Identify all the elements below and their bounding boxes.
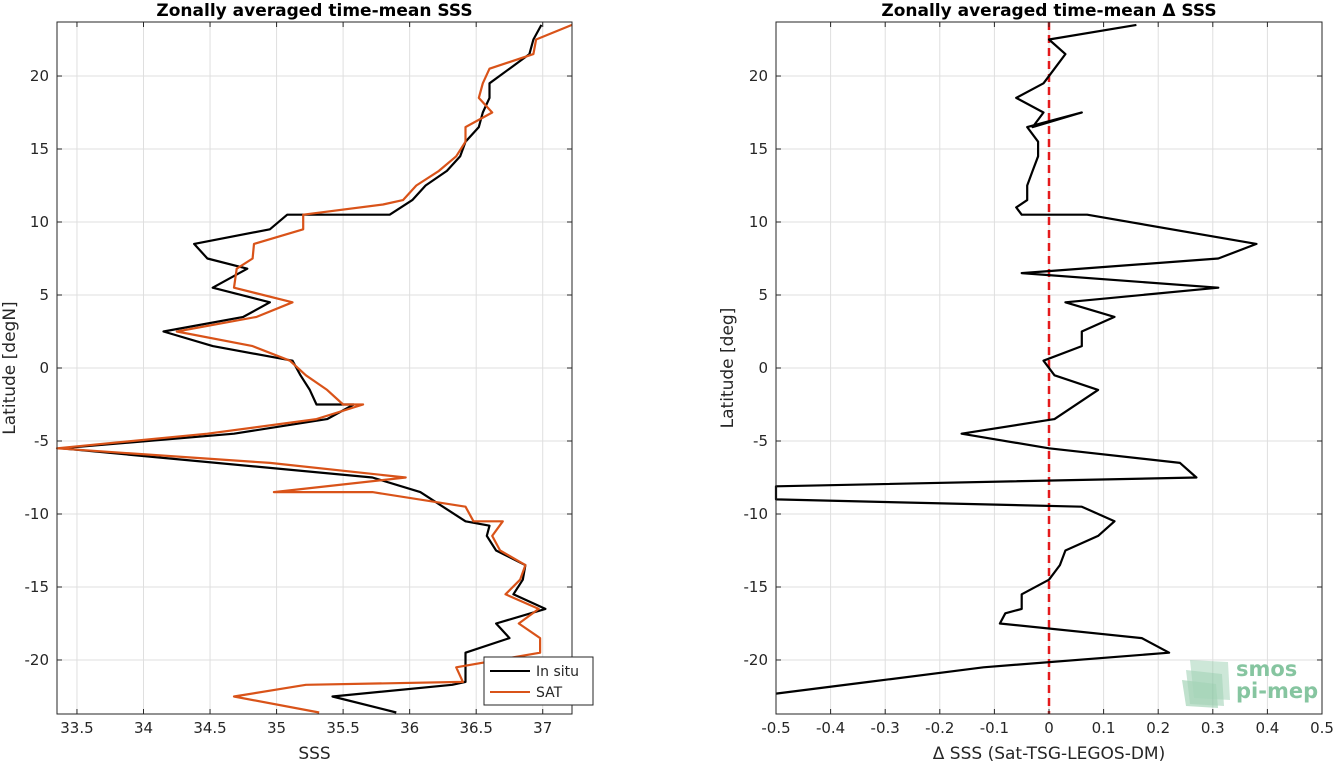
y-tick-label: -15	[25, 578, 50, 596]
x-tick-label: -0.1	[980, 719, 1009, 737]
x-tick-label: 37	[533, 719, 552, 737]
y-tick-label: 20	[30, 67, 49, 85]
x-tick-label: 0.3	[1201, 719, 1225, 737]
x-tick-label: 0.5	[1310, 719, 1333, 737]
x-tick-label: -0.4	[816, 719, 845, 737]
x-axis-label: SSS	[298, 744, 330, 764]
y-tick-label: 10	[30, 213, 49, 231]
chart-title: Zonally averaged time-mean Δ SSS	[881, 1, 1216, 21]
x-tick-label: -0.3	[871, 719, 900, 737]
y-tick-label: 0	[39, 359, 49, 377]
y-tick-label: 5	[758, 286, 768, 304]
y-tick-label: -20	[25, 651, 50, 669]
x-tick-label: 33.5	[60, 719, 93, 737]
y-tick-label: -20	[744, 651, 769, 669]
y-tick-label: 10	[749, 213, 768, 231]
y-tick-label: 15	[30, 140, 49, 158]
x-tick-label: 0.1	[1092, 719, 1116, 737]
x-tick-label: -0.5	[761, 719, 790, 737]
logo-text-smos: smos	[1236, 657, 1297, 681]
y-axis-label: Latitude [degN]	[0, 301, 20, 434]
smos-pi-mep-logo: smos pi-mep	[1182, 657, 1318, 708]
y-tick-label: -10	[25, 505, 50, 523]
series-line-delta-sss	[774, 23, 1258, 695]
logo-mark-icon	[1182, 660, 1230, 708]
x-axis-label: Δ SSS (Sat-TSG-LEGOS-DM)	[933, 744, 1165, 764]
right-panel-delta-sss: -0.5 -0.4 -0.3 -0.2 -0.1 0 0.1 0.2 0.3 0.4 0.5 -20 -…	[718, 1, 1333, 764]
x-tick-label: 35	[267, 719, 286, 737]
legend-label-sat: SAT	[536, 685, 563, 701]
legend-box	[483, 656, 594, 706]
y-tick-label: -5	[753, 432, 768, 450]
x-tick-label: -0.2	[925, 719, 954, 737]
y-tick-label: 0	[758, 359, 768, 377]
series-line-sat	[55, 23, 573, 714]
x-tick-label: 0.4	[1255, 719, 1279, 737]
legend-label-in-situ: In situ	[536, 664, 579, 680]
x-tick-label: 34.5	[193, 719, 226, 737]
legend: In situ SAT	[483, 656, 594, 706]
x-tick-label: 0.2	[1146, 719, 1170, 737]
y-tick-label: -15	[744, 578, 769, 596]
x-tick-label: 0	[1044, 719, 1054, 737]
x-tick-label: 36	[400, 719, 419, 737]
chart-title: Zonally averaged time-mean SSS	[156, 1, 472, 21]
x-tick-label: 35.5	[326, 719, 359, 737]
y-tick-label: -10	[744, 505, 769, 523]
y-tick-label: 20	[749, 67, 768, 85]
y-tick-label: -5	[34, 432, 49, 450]
left-panel-sss: 33.5 34 34.5 35 35.5 36 36.5 37 -20 -15 -10 -5 0 5 10 1…	[0, 1, 573, 764]
x-tick-label: 36.5	[459, 719, 492, 737]
x-tick-label: 34	[134, 719, 153, 737]
logo-text-pi-mep: pi-mep	[1236, 679, 1318, 703]
y-tick-label: 15	[749, 140, 768, 158]
y-axis-label: Latitude [deg]	[718, 308, 738, 429]
y-tick-label: 5	[39, 286, 49, 304]
